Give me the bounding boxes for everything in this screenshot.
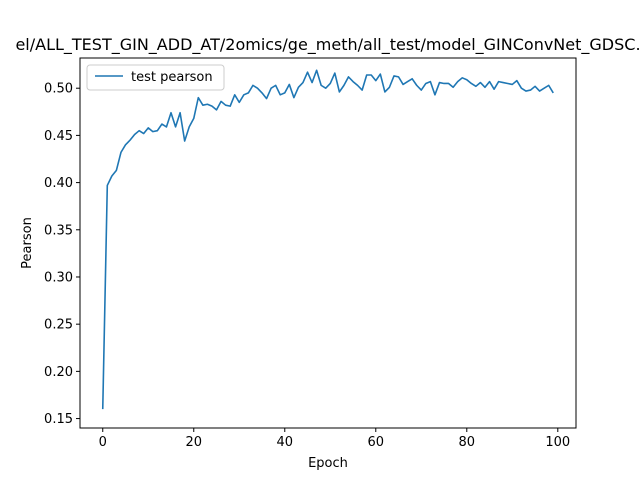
chart-title: el/ALL_TEST_GIN_ADD_AT/2omics/ge_meth/al…: [15, 35, 640, 55]
y-tick-label: 0.40: [44, 176, 73, 191]
x-tick-label: 60: [368, 435, 385, 450]
y-tick-label: 0.25: [44, 318, 73, 333]
series-line-0: [101, 69, 554, 410]
series-layer: [101, 69, 554, 410]
x-tick-label: 100: [545, 435, 570, 450]
y-tick-label: 0.45: [44, 129, 73, 144]
axes-frame: [79, 57, 577, 429]
legend: test pearson: [86, 64, 225, 91]
y-tick-label: 0.15: [44, 412, 73, 427]
y-tick-label: 0.35: [44, 223, 73, 238]
legend-label: test pearson: [131, 70, 213, 85]
x-tick-label: 80: [459, 435, 476, 450]
plot-area: [80, 58, 576, 428]
x-tick-label: 20: [185, 435, 202, 450]
y-tick-label: 0.30: [44, 270, 73, 285]
y-axis-label: Pearson: [20, 217, 35, 269]
x-tick-label: 0: [99, 435, 107, 450]
x-ticks: 0 20 40 60 80 100: [99, 428, 570, 450]
y-tick-label: 0.20: [44, 365, 73, 380]
x-tick-label: 40: [276, 435, 293, 450]
legend-box: [86, 64, 225, 91]
y-tick-label: 0.50: [44, 82, 73, 97]
x-axis-label: Epoch: [308, 456, 348, 471]
y-ticks: 0.15 0.20 0.25 0.30 0.35 0.40 0.45 0.50: [44, 82, 80, 427]
